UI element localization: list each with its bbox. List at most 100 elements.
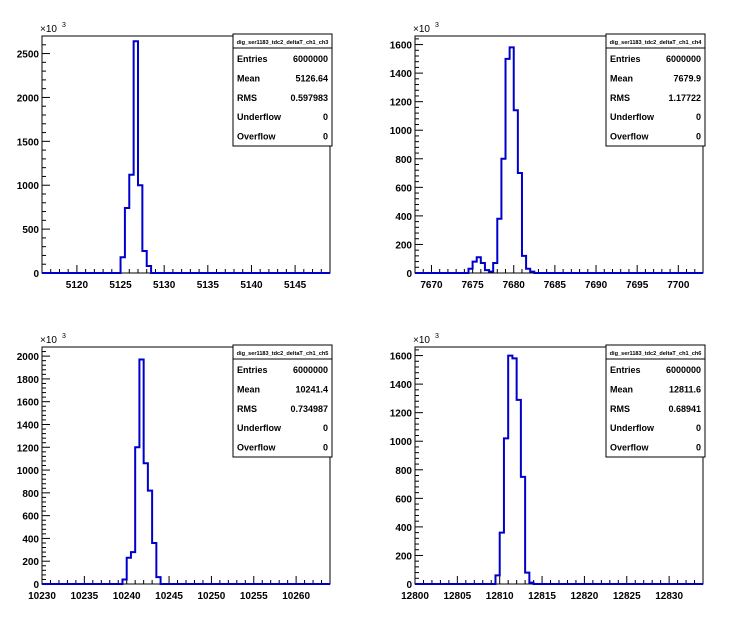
stats-value: 0 (696, 132, 701, 142)
stats-value: 10241.4 (295, 384, 328, 394)
stats-label: Underflow (610, 423, 655, 433)
x-tick-label: 10245 (155, 591, 183, 602)
stats-value: 12811.6 (669, 384, 701, 394)
y-tick-label: 200 (395, 240, 412, 251)
y-tick-label: 1400 (17, 420, 40, 431)
x-tick-label: 12830 (655, 591, 683, 602)
y-tick-label: 2000 (17, 352, 40, 363)
stats-box-frame (605, 344, 706, 458)
x-tick-label: 12825 (613, 591, 641, 602)
x-tick-label: 5120 (66, 280, 89, 291)
x-tick-label: 10235 (70, 591, 98, 602)
stats-label: Overflow (610, 132, 650, 142)
stats-value: 0.68941 (668, 404, 701, 414)
stats-box: dig_ser1183_tdc2_deltaT_ch1_ch3 Entries 60… (232, 33, 333, 147)
x-tick-label: 7680 (503, 280, 526, 291)
y-tick-label: 800 (395, 155, 412, 166)
stats-value: 0 (323, 112, 328, 122)
stats-value: 6000000 (293, 365, 328, 375)
y-tick-label: 1400 (390, 69, 413, 80)
stats-title: dig_ser1183_tdc2_deltaT_ch1_ch4 (610, 40, 703, 46)
histogram-line (42, 358, 330, 585)
x-tick-label: 7685 (544, 280, 567, 291)
y-tick-label: 400 (395, 212, 412, 223)
stats-label: RMS (237, 404, 257, 414)
stats-label: RMS (610, 93, 630, 103)
stats-label: Mean (237, 73, 260, 83)
y-exponent-power: 3 (62, 333, 66, 340)
x-tick-label: 7695 (626, 280, 649, 291)
x-tick-label: 5130 (153, 280, 176, 291)
y-tick-label: 1600 (390, 352, 413, 363)
y-tick-label: 1600 (17, 398, 40, 409)
histogram-pane-3: 10230 10235 10240 10245 10250 10255 10260 0 200 4… (17, 333, 333, 602)
stats-box-frame (605, 33, 706, 147)
y-tick-label: 600 (395, 183, 412, 194)
histogram-line (42, 40, 330, 274)
y-tick-label: 1000 (390, 437, 413, 448)
y-tick-label: 1200 (390, 409, 413, 420)
x-tick-label: 5135 (197, 280, 220, 291)
stats-label: Mean (610, 384, 633, 394)
stats-label: Underflow (237, 423, 282, 433)
histogram-pane-2: 7670 7675 7680 7685 7690 7695 7700 0 200 400 600 80… (390, 22, 706, 291)
x-tick-label: 12815 (528, 591, 556, 602)
stats-box-frame (232, 33, 333, 147)
stats-label: Entries (237, 365, 268, 375)
x-tick-label: 5140 (240, 280, 263, 291)
x-tick-label: 10260 (282, 591, 310, 602)
y-tick-label: 1200 (17, 443, 40, 454)
stats-label: Entries (237, 54, 268, 64)
y-tick-label: 1200 (390, 98, 413, 109)
stats-label: Overflow (237, 132, 277, 142)
stats-value: 6000000 (293, 54, 328, 64)
stats-label: Entries (610, 365, 641, 375)
stats-label: RMS (610, 404, 630, 414)
y-tick-label: 1000 (17, 466, 40, 477)
stats-value: 7679.9 (673, 73, 701, 83)
y-tick-label: 0 (33, 269, 39, 280)
stats-value: 5126.64 (295, 73, 328, 83)
stats-value: 6000000 (666, 365, 701, 375)
x-tick-label: 12820 (571, 591, 599, 602)
x-tick-label: 10240 (113, 591, 141, 602)
y-tick-label: 1500 (17, 137, 40, 148)
y-tick-label: 0 (33, 580, 39, 591)
stats-value: 0 (323, 423, 328, 433)
stats-value: 0 (696, 423, 701, 433)
x-tick-label: 10230 (28, 591, 56, 602)
histogram-pane-1: 5120 5125 5130 5135 5140 5145 0 500 1000 1500 2000… (17, 22, 333, 291)
y-tick-label: 600 (22, 512, 39, 523)
stats-label: Overflow (237, 443, 277, 453)
x-tick-label: 12810 (486, 591, 514, 602)
y-tick-label: 200 (395, 551, 412, 562)
stats-title: dig_ser1183_tdc2_deltaT_ch1_ch6 (610, 351, 702, 357)
y-exponent-label: ×10 (40, 24, 57, 35)
y-tick-label: 400 (22, 534, 39, 545)
y-exponent-power: 3 (62, 22, 66, 29)
stats-box: dig_ser1183_tdc2_deltaT_ch1_ch5 Entries 60… (232, 344, 333, 458)
stats-value: 0.597983 (290, 93, 328, 103)
y-exponent-label: ×10 (413, 335, 430, 346)
stats-value: 0 (696, 112, 701, 122)
stats-value: 6000000 (666, 54, 701, 64)
x-tick-label: 7700 (667, 280, 690, 291)
stats-title: dig_ser1183_tdc2_deltaT_ch1_ch5 (237, 351, 329, 357)
stats-box: dig_ser1183_tdc2_deltaT_ch1_ch6 Entries 60… (605, 344, 706, 458)
histogram-line (415, 354, 703, 585)
stats-value: 0 (696, 443, 701, 453)
stats-label: Underflow (610, 112, 655, 122)
y-tick-label: 1000 (17, 181, 40, 192)
stats-label: Mean (237, 384, 260, 394)
x-tick-label: 7670 (420, 280, 443, 291)
x-tick-label: 12805 (443, 591, 471, 602)
y-tick-label: 200 (22, 557, 39, 568)
stats-label: Overflow (610, 443, 650, 453)
stats-value: 1.17722 (668, 93, 701, 103)
y-tick-label: 500 (22, 225, 39, 236)
y-tick-label: 1600 (390, 41, 413, 52)
y-tick-label: 1000 (390, 126, 413, 137)
x-tick-label: 12800 (401, 591, 429, 602)
y-tick-label: 1400 (390, 380, 413, 391)
